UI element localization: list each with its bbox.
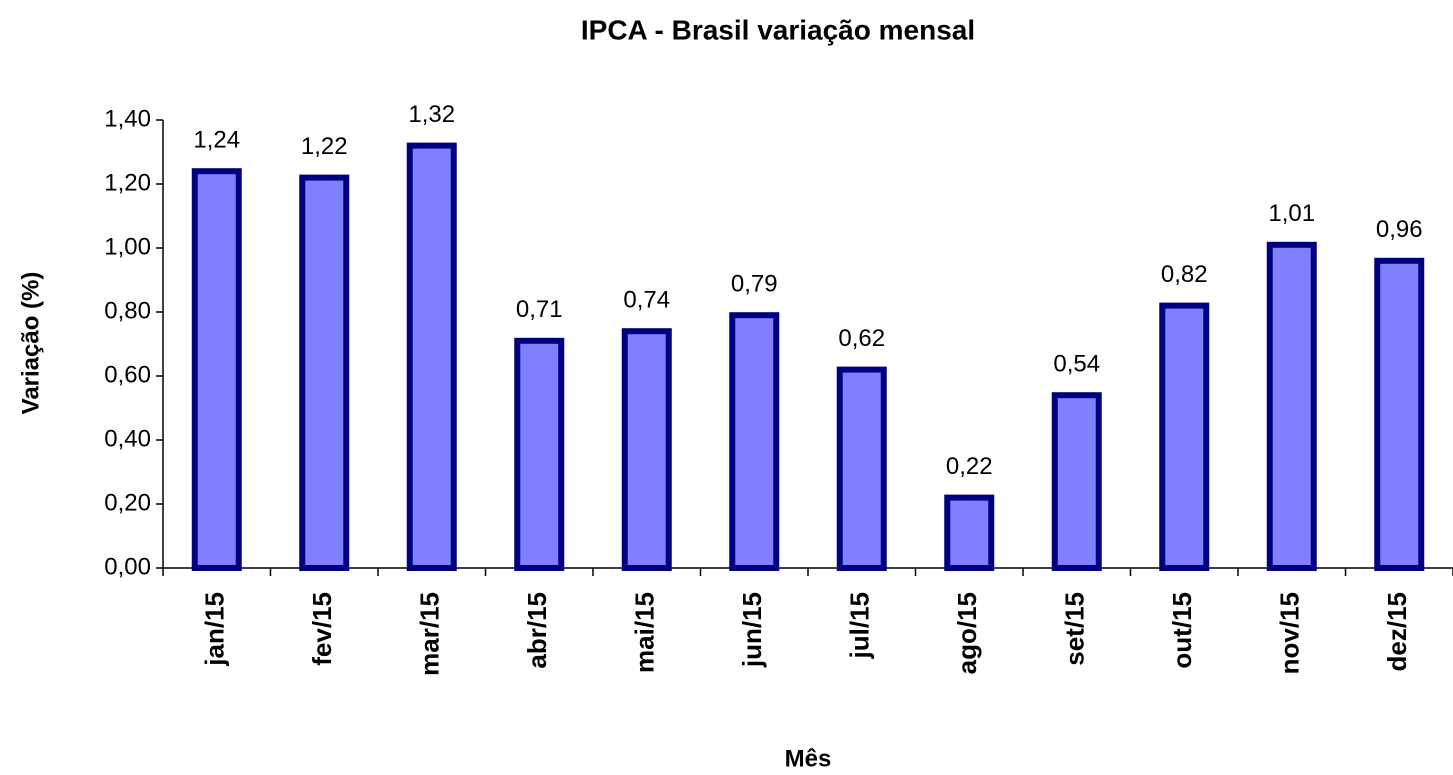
x-tick-label: jan/15 — [200, 592, 230, 667]
x-axis-label: Mês — [785, 745, 832, 772]
x-tick-label: mar/15 — [415, 592, 445, 676]
x-tick-label: fev/15 — [307, 592, 337, 666]
bar — [1159, 302, 1210, 571]
bar — [299, 174, 350, 571]
chart-title: IPCA - Brasil variação mensal — [581, 14, 975, 45]
x-tick-label: out/15 — [1167, 592, 1197, 669]
value-label: 0,22 — [946, 453, 993, 480]
x-tick-label: ago/15 — [952, 592, 982, 674]
x-tick-label: jul/15 — [845, 592, 875, 659]
x-tick-label: mai/15 — [630, 592, 660, 673]
bar — [1266, 241, 1317, 572]
value-label: 1,01 — [1268, 200, 1315, 227]
x-tick-label: set/15 — [1060, 592, 1090, 666]
value-label: 1,22 — [301, 133, 348, 160]
y-tick-label: 0,20 — [104, 489, 151, 516]
x-tick-label: nov/15 — [1275, 592, 1305, 674]
bar — [621, 328, 672, 572]
value-label: 0,74 — [623, 287, 670, 314]
x-tick-label: abr/15 — [522, 592, 552, 669]
y-tick-label: 0,60 — [104, 361, 151, 388]
y-tick-label: 0,80 — [104, 297, 151, 324]
bar — [406, 142, 457, 571]
bar — [1051, 392, 1102, 572]
value-label: 0,79 — [731, 271, 778, 298]
y-tick-label: 1,00 — [104, 233, 151, 260]
y-tick-label: 1,20 — [104, 169, 151, 196]
y-tick-label: 0,00 — [104, 553, 151, 580]
bar — [729, 312, 780, 572]
value-label: 0,71 — [516, 296, 563, 323]
y-tick-label: 0,40 — [104, 425, 151, 452]
bar — [944, 494, 995, 572]
bar — [1374, 257, 1425, 571]
bar — [191, 168, 242, 571]
y-axis-label: Variação (%) — [17, 272, 44, 415]
x-tick-label: jun/15 — [737, 592, 767, 668]
value-label: 1,24 — [193, 127, 240, 154]
value-label: 0,62 — [838, 325, 885, 352]
value-label: 1,32 — [408, 101, 455, 128]
y-tick-label: 1,40 — [104, 105, 151, 132]
bar — [514, 337, 565, 571]
value-label: 0,82 — [1161, 261, 1208, 288]
bar — [836, 366, 887, 571]
value-label: 0,96 — [1376, 216, 1423, 243]
x-tick-label: dez/15 — [1382, 592, 1412, 672]
value-label: 0,54 — [1053, 351, 1100, 378]
